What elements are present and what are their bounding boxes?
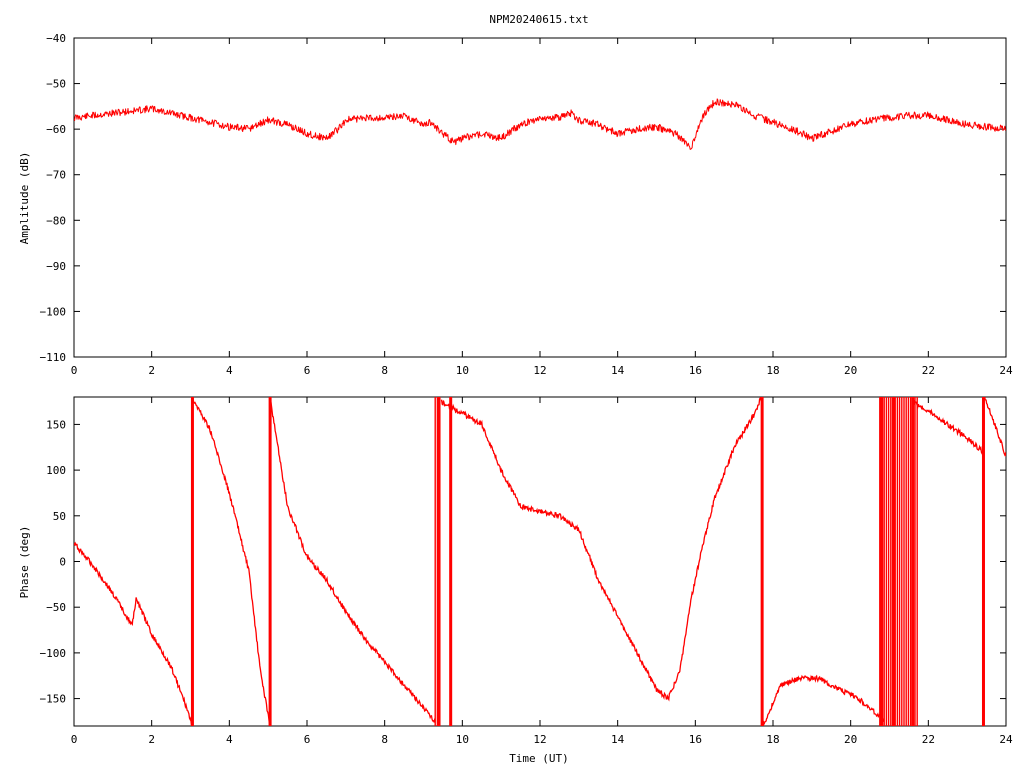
phase-plot-frame	[73, 396, 1007, 727]
1-x-tick-label: 14	[611, 733, 625, 746]
1-x-tick-label: 8	[381, 733, 388, 746]
phase-axis-label: Phase (deg)	[18, 526, 31, 599]
1-x-tick-label: 2	[148, 733, 155, 746]
0-y-tick-label: −110	[40, 351, 67, 364]
1-x-tick-label: 0	[71, 733, 78, 746]
1-y-tick-label: −50	[46, 601, 66, 614]
0-x-tick-label: 16	[689, 364, 702, 377]
0-y-tick-label: −70	[46, 169, 66, 182]
1-x-tick-label: 16	[689, 733, 702, 746]
1-x-tick-label: 18	[766, 733, 779, 746]
0-x-tick-label: 12	[533, 364, 546, 377]
1-x-tick-label: 12	[533, 733, 546, 746]
phase-trace-segment	[269, 397, 436, 724]
0-x-tick-label: 6	[304, 364, 311, 377]
0-x-tick-label: 18	[766, 364, 779, 377]
1-x-tick-label: 22	[922, 733, 935, 746]
1-x-tick-label: 20	[844, 733, 857, 746]
1-y-tick-label: −100	[40, 647, 67, 660]
0-y-tick-label: −100	[40, 305, 67, 318]
amplitude-plot-frame	[73, 37, 1007, 358]
1-x-tick-label: 4	[226, 733, 233, 746]
1-x-tick-label: 10	[456, 733, 469, 746]
0-y-tick-label: −40	[46, 32, 66, 45]
1-y-tick-label: 0	[59, 556, 66, 569]
chart-title: NPM20240615.txt	[489, 13, 588, 26]
1-y-tick-label: 150	[46, 418, 66, 431]
0-x-tick-label: 8	[381, 364, 388, 377]
0-y-tick-label: −80	[46, 214, 66, 227]
phase-trace-segment	[440, 397, 762, 702]
amplitude-trace	[74, 98, 1006, 150]
phase-trace-segment	[192, 397, 271, 726]
0-x-tick-label: 10	[456, 364, 469, 377]
0-y-tick-label: −60	[46, 123, 66, 136]
0-x-tick-label: 2	[148, 364, 155, 377]
0-x-tick-label: 4	[226, 364, 233, 377]
0-x-tick-label: 22	[922, 364, 935, 377]
phase-trace-segment	[912, 399, 984, 456]
0-x-tick-label: 0	[71, 364, 78, 377]
0-x-tick-label: 14	[611, 364, 625, 377]
1-x-tick-label: 24	[999, 733, 1013, 746]
0-x-tick-label: 20	[844, 364, 857, 377]
phase-panel: 0 2 4 6 8 10 12 14 16 18 20 22 24−150−100−5005010015…	[18, 396, 1013, 765]
1-y-tick-label: −150	[40, 693, 67, 706]
phase-trace-segment	[984, 397, 1006, 457]
0-x-tick-label: 24	[999, 364, 1013, 377]
amplitude-panel: 0 2 4 6 8 10 12 14 16 18 20 22 24−110−100−90−80−70−6…	[18, 32, 1013, 377]
0-y-tick-label: −90	[46, 260, 66, 273]
1-x-tick-label: 6	[304, 733, 311, 746]
1-y-tick-label: 50	[53, 510, 66, 523]
time-axis-label: Time (UT)	[509, 752, 569, 765]
phase-trace-segment	[762, 674, 885, 726]
amplitude-axis-label: Amplitude (dB)	[18, 152, 31, 245]
0-y-tick-label: −50	[46, 78, 66, 91]
1-y-tick-label: 100	[46, 464, 66, 477]
phase-trace-segment	[74, 541, 193, 726]
